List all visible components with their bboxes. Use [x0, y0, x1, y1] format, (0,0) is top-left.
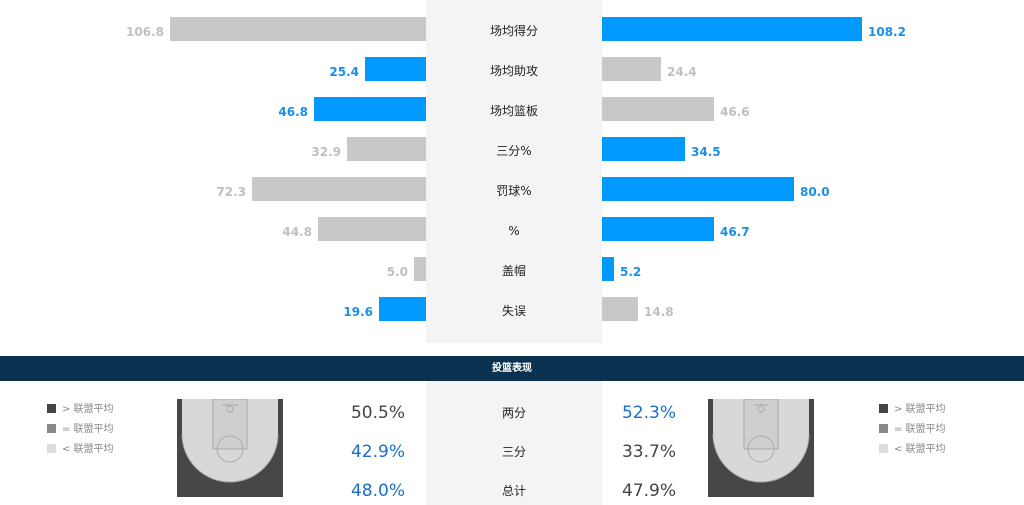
right-bar — [602, 217, 714, 241]
left-value: 25.4 — [329, 65, 359, 79]
shot-court-left — [177, 399, 283, 497]
right-value: 46.7 — [720, 225, 750, 239]
left-bar — [318, 217, 426, 241]
stat-label: 场均助攻 — [489, 64, 538, 78]
left-bar — [365, 57, 426, 81]
legend-label: = 联盟平均 — [62, 424, 114, 435]
legend-swatch-icon — [47, 404, 56, 413]
stat-label: 罚球% — [496, 184, 532, 198]
right-value: 80.0 — [800, 185, 830, 199]
right-bar — [602, 297, 638, 321]
legend-label: = 联盟平均 — [894, 424, 946, 435]
legend-swatch-icon — [879, 404, 888, 413]
stat-label: 场均篮板 — [489, 104, 538, 118]
shooting-labels-column — [426, 381, 602, 505]
left-bar — [314, 97, 426, 121]
right-bar — [602, 17, 862, 41]
right-bar — [602, 137, 685, 161]
shooting-section-header: 投篮表现 — [0, 356, 1024, 381]
right-bar — [602, 57, 661, 81]
right-percentage: 33.7% — [621, 442, 676, 462]
stat-label: 盖帽 — [501, 264, 526, 278]
stat-row: 44.8 46.7% — [0, 217, 1024, 241]
right-bar — [602, 97, 714, 121]
legend-item: = 联盟平均 — [47, 423, 114, 443]
right-value: 108.2 — [868, 25, 906, 39]
shooting-category-label: 两分 — [501, 406, 526, 420]
left-bar — [414, 257, 426, 281]
left-percentage: 42.9% — [350, 442, 405, 462]
right-value: 46.6 — [720, 105, 750, 119]
stat-row: 46.8 46.6 场均篮板 — [0, 97, 1024, 121]
stat-row: 106.8 108.2 场均得分 — [0, 17, 1024, 41]
right-percentage: 52.3% — [621, 403, 676, 423]
stat-row: 25.4 24.4 场均助攻 — [0, 57, 1024, 81]
shooting-category-label: 三分 — [501, 445, 526, 459]
right-value: 5.2 — [620, 265, 642, 279]
stat-row: 5.0 5.2 盖帽 — [0, 257, 1024, 281]
left-value: 32.9 — [311, 145, 341, 159]
legend-swatch-icon — [47, 424, 56, 433]
stat-label: 失误 — [501, 304, 526, 318]
right-bar — [602, 177, 794, 201]
legend-right: > 联盟平均 = 联盟平均 < 联盟平均 — [879, 403, 946, 463]
legend-item: = 联盟平均 — [879, 423, 946, 443]
stat-label: 场均得分 — [489, 24, 538, 38]
court-graphic — [708, 399, 814, 497]
stat-row: 72.3 80.0 罚球% — [0, 177, 1024, 201]
right-value: 24.4 — [667, 65, 697, 79]
left-value: 19.6 — [343, 305, 373, 319]
shooting-category-label: 总计 — [501, 484, 526, 498]
legend-item: < 联盟平均 — [47, 443, 114, 463]
left-percentage: 50.5% — [350, 403, 405, 423]
left-value: 44.8 — [282, 225, 312, 239]
right-bar — [602, 257, 614, 281]
legend-swatch-icon — [879, 424, 888, 433]
legend-swatch-icon — [879, 444, 888, 453]
left-value: 5.0 — [386, 265, 408, 279]
legend-label: > 联盟平均 — [894, 404, 946, 415]
legend-item: > 联盟平均 — [47, 403, 114, 423]
legend-label: > 联盟平均 — [62, 404, 114, 415]
right-percentage: 47.9% — [621, 481, 676, 501]
legend-swatch-icon — [47, 444, 56, 453]
left-value: 106.8 — [126, 25, 164, 39]
left-bar — [379, 297, 426, 321]
legend-item: < 联盟平均 — [879, 443, 946, 463]
stat-label: 三分% — [496, 144, 532, 158]
stat-row: 32.9 34.5 三分% — [0, 137, 1024, 161]
right-value: 34.5 — [691, 145, 721, 159]
legend-label: < 联盟平均 — [62, 444, 114, 455]
legend-left: > 联盟平均 = 联盟平均 < 联盟平均 — [47, 403, 114, 463]
left-bar — [170, 17, 426, 41]
stat-label: % — [508, 224, 520, 238]
court-graphic — [177, 399, 283, 497]
left-bar — [347, 137, 426, 161]
shooting-title: 投篮表现 — [492, 363, 532, 374]
legend-item: > 联盟平均 — [879, 403, 946, 423]
left-value: 46.8 — [278, 105, 308, 119]
left-value: 72.3 — [216, 185, 246, 199]
shot-court-right — [708, 399, 814, 497]
stat-row: 19.6 14.8 失误 — [0, 297, 1024, 321]
left-percentage: 48.0% — [350, 481, 405, 501]
left-bar — [252, 177, 426, 201]
stat-labels-column — [426, 0, 602, 343]
right-value: 14.8 — [644, 305, 674, 319]
legend-label: < 联盟平均 — [894, 444, 946, 455]
